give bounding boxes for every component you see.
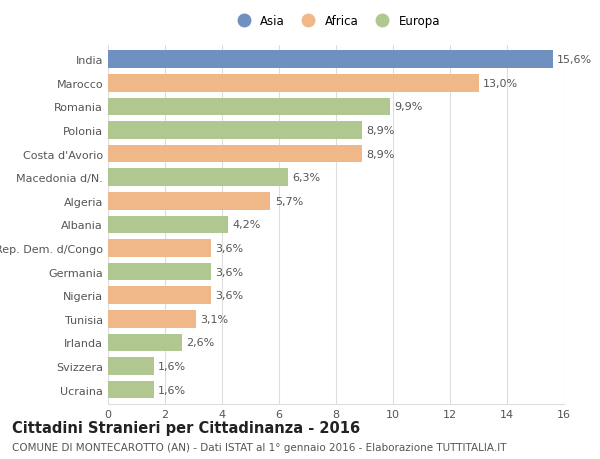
Bar — [108, 75, 479, 92]
Bar — [108, 334, 182, 352]
Text: 3,6%: 3,6% — [215, 267, 243, 277]
Text: 3,6%: 3,6% — [215, 291, 243, 301]
Bar — [108, 358, 154, 375]
Text: 2,6%: 2,6% — [187, 338, 215, 347]
Legend: Asia, Africa, Europa: Asia, Africa, Europa — [227, 11, 445, 33]
Text: 15,6%: 15,6% — [557, 55, 592, 65]
Bar — [108, 263, 211, 281]
Text: Cittadini Stranieri per Cittadinanza - 2016: Cittadini Stranieri per Cittadinanza - 2… — [12, 420, 360, 435]
Text: 4,2%: 4,2% — [232, 220, 260, 230]
Text: 8,9%: 8,9% — [366, 126, 394, 136]
Text: 6,3%: 6,3% — [292, 173, 320, 183]
Bar — [108, 51, 553, 69]
Text: 13,0%: 13,0% — [483, 78, 518, 89]
Bar — [108, 310, 196, 328]
Bar — [108, 169, 287, 187]
Text: 5,7%: 5,7% — [275, 196, 303, 207]
Text: 9,9%: 9,9% — [394, 102, 423, 112]
Bar — [108, 240, 211, 257]
Bar — [108, 381, 154, 398]
Text: COMUNE DI MONTECAROTTO (AN) - Dati ISTAT al 1° gennaio 2016 - Elaborazione TUTTI: COMUNE DI MONTECAROTTO (AN) - Dati ISTAT… — [12, 442, 506, 452]
Bar — [108, 146, 362, 163]
Text: 3,1%: 3,1% — [200, 314, 229, 324]
Bar — [108, 192, 271, 210]
Bar — [108, 98, 390, 116]
Bar — [108, 287, 211, 304]
Bar — [108, 216, 228, 234]
Text: 1,6%: 1,6% — [158, 385, 186, 395]
Text: 3,6%: 3,6% — [215, 243, 243, 253]
Text: 1,6%: 1,6% — [158, 361, 186, 371]
Bar — [108, 122, 362, 140]
Text: 8,9%: 8,9% — [366, 149, 394, 159]
